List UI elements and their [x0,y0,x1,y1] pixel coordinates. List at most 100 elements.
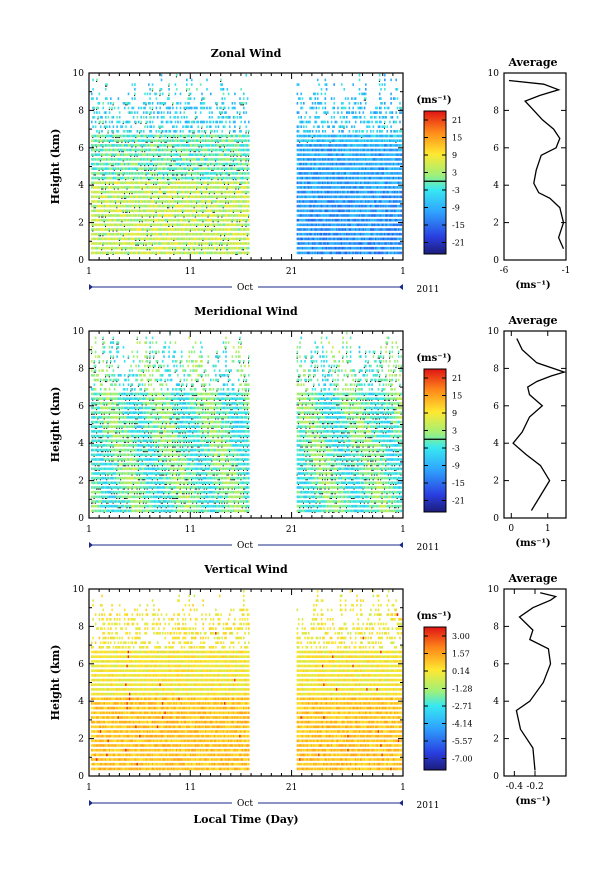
zero-contour-dot [137,245,138,246]
zero-contour-dot [157,175,158,176]
zero-contour-dot [173,254,174,255]
heatmap-cell [166,130,168,133]
zero-contour-dot [128,142,129,143]
zero-contour-dot [240,104,241,105]
heatmap-cell [167,121,169,124]
heatmap-cell [143,130,145,133]
heatmap-cell [168,97,170,100]
heatmap-cell [151,125,153,128]
heatmap-cell [170,107,172,110]
zero-contour-dot [147,249,148,250]
zero-contour-dot [211,151,212,152]
zero-contour-dot [109,231,110,232]
zero-contour-dot [246,193,247,194]
zero-contour-dot [237,221,238,222]
zero-contour-dot [228,175,229,176]
zero-contour-dot [146,104,147,105]
zero-contour-dot [102,175,103,176]
heatmap-cell [149,107,151,110]
zero-contour-dot [224,170,225,171]
heatmap-cell [96,130,98,133]
heatmap-cell [244,121,246,124]
heatmap-cell [105,116,107,119]
heatmap-cell [204,102,206,105]
heatmap-cell [325,107,327,110]
heatmap-cell [234,93,236,96]
zero-contour-dot [152,193,153,194]
zero-contour-dot [246,161,247,162]
heatmap-cell [92,79,94,82]
heatmap-cell [210,121,212,124]
zero-contour-dot [312,137,313,138]
zero-contour-dot [118,189,119,190]
heatmap-cell [190,97,192,100]
zero-contour-dot [190,161,191,162]
zero-contour-dot [206,189,207,190]
zero-contour-dot [151,235,152,236]
heatmap-cell [168,93,170,96]
heatmap-cell [197,121,199,124]
zero-contour-dot [237,156,238,157]
zero-contour-dot [96,147,97,148]
zero-contour-dot [118,137,119,138]
zero-contour-dot [247,165,248,166]
zero-contour-dot [178,179,179,180]
heatmap-cell [302,97,304,100]
heatmap-cell [94,111,96,114]
zero-contour-dot [102,170,103,171]
zero-contour-dot [135,123,136,124]
zero-contour-dot [216,249,217,250]
heatmap-cell [248,182,250,185]
zero-contour-dot [134,142,135,143]
zero-contour-dot [248,156,249,157]
zero-contour-dot [227,189,228,190]
heatmap-cell [298,130,300,133]
zero-contour-dot [156,254,157,255]
heatmap-cell [248,252,250,255]
zero-contour-dot [102,179,103,180]
zero-contour-dot [113,165,114,166]
zero-contour-dot [199,151,200,152]
heatmap-cell [152,102,154,105]
zero-contour-dot [105,189,106,190]
zero-contour-dot [156,165,157,166]
zero-contour-dot [109,184,110,185]
heatmap-cell [248,214,250,217]
heatmap-cell [177,116,179,119]
heatmap-cell [175,93,177,96]
zero-contour-dot [173,240,174,241]
zero-contour-dot [190,231,191,232]
heatmap-cell [105,88,107,91]
zero-contour-dot [201,193,202,194]
zero-contour-dot [185,109,186,110]
zero-contour-dot [172,207,173,208]
heatmap-cell [201,130,203,133]
zero-contour-dot [100,161,101,162]
zero-contour-dot [199,147,200,148]
zero-contour-dot [121,142,122,143]
heatmap-cell [248,196,250,199]
heatmap-cell [224,107,226,110]
zero-contour-dot [247,170,248,171]
heatmap-cell [303,102,305,105]
heatmap-cell [316,121,318,124]
zero-contour-dot [192,179,193,180]
heatmap-cell [223,93,225,96]
heatmap-cell [95,125,97,128]
zero-contour-dot [159,156,160,157]
heatmap-cell [124,130,126,133]
zero-contour-dot [157,147,158,148]
heatmap-cell [331,116,333,119]
zero-contour-dot [162,203,163,204]
heatmap-cell [318,125,320,128]
zero-contour-dot [330,142,331,143]
zero-contour-dot [119,179,120,180]
heatmap-cell [152,107,154,110]
heatmap-cell [224,97,226,100]
zero-contour-dot [101,217,102,218]
zero-contour-dot [143,245,144,246]
zero-contour-dot [200,142,201,143]
zero-contour-dot [177,175,178,176]
zero-contour-dot [153,137,154,138]
heatmap-cell [151,116,153,119]
